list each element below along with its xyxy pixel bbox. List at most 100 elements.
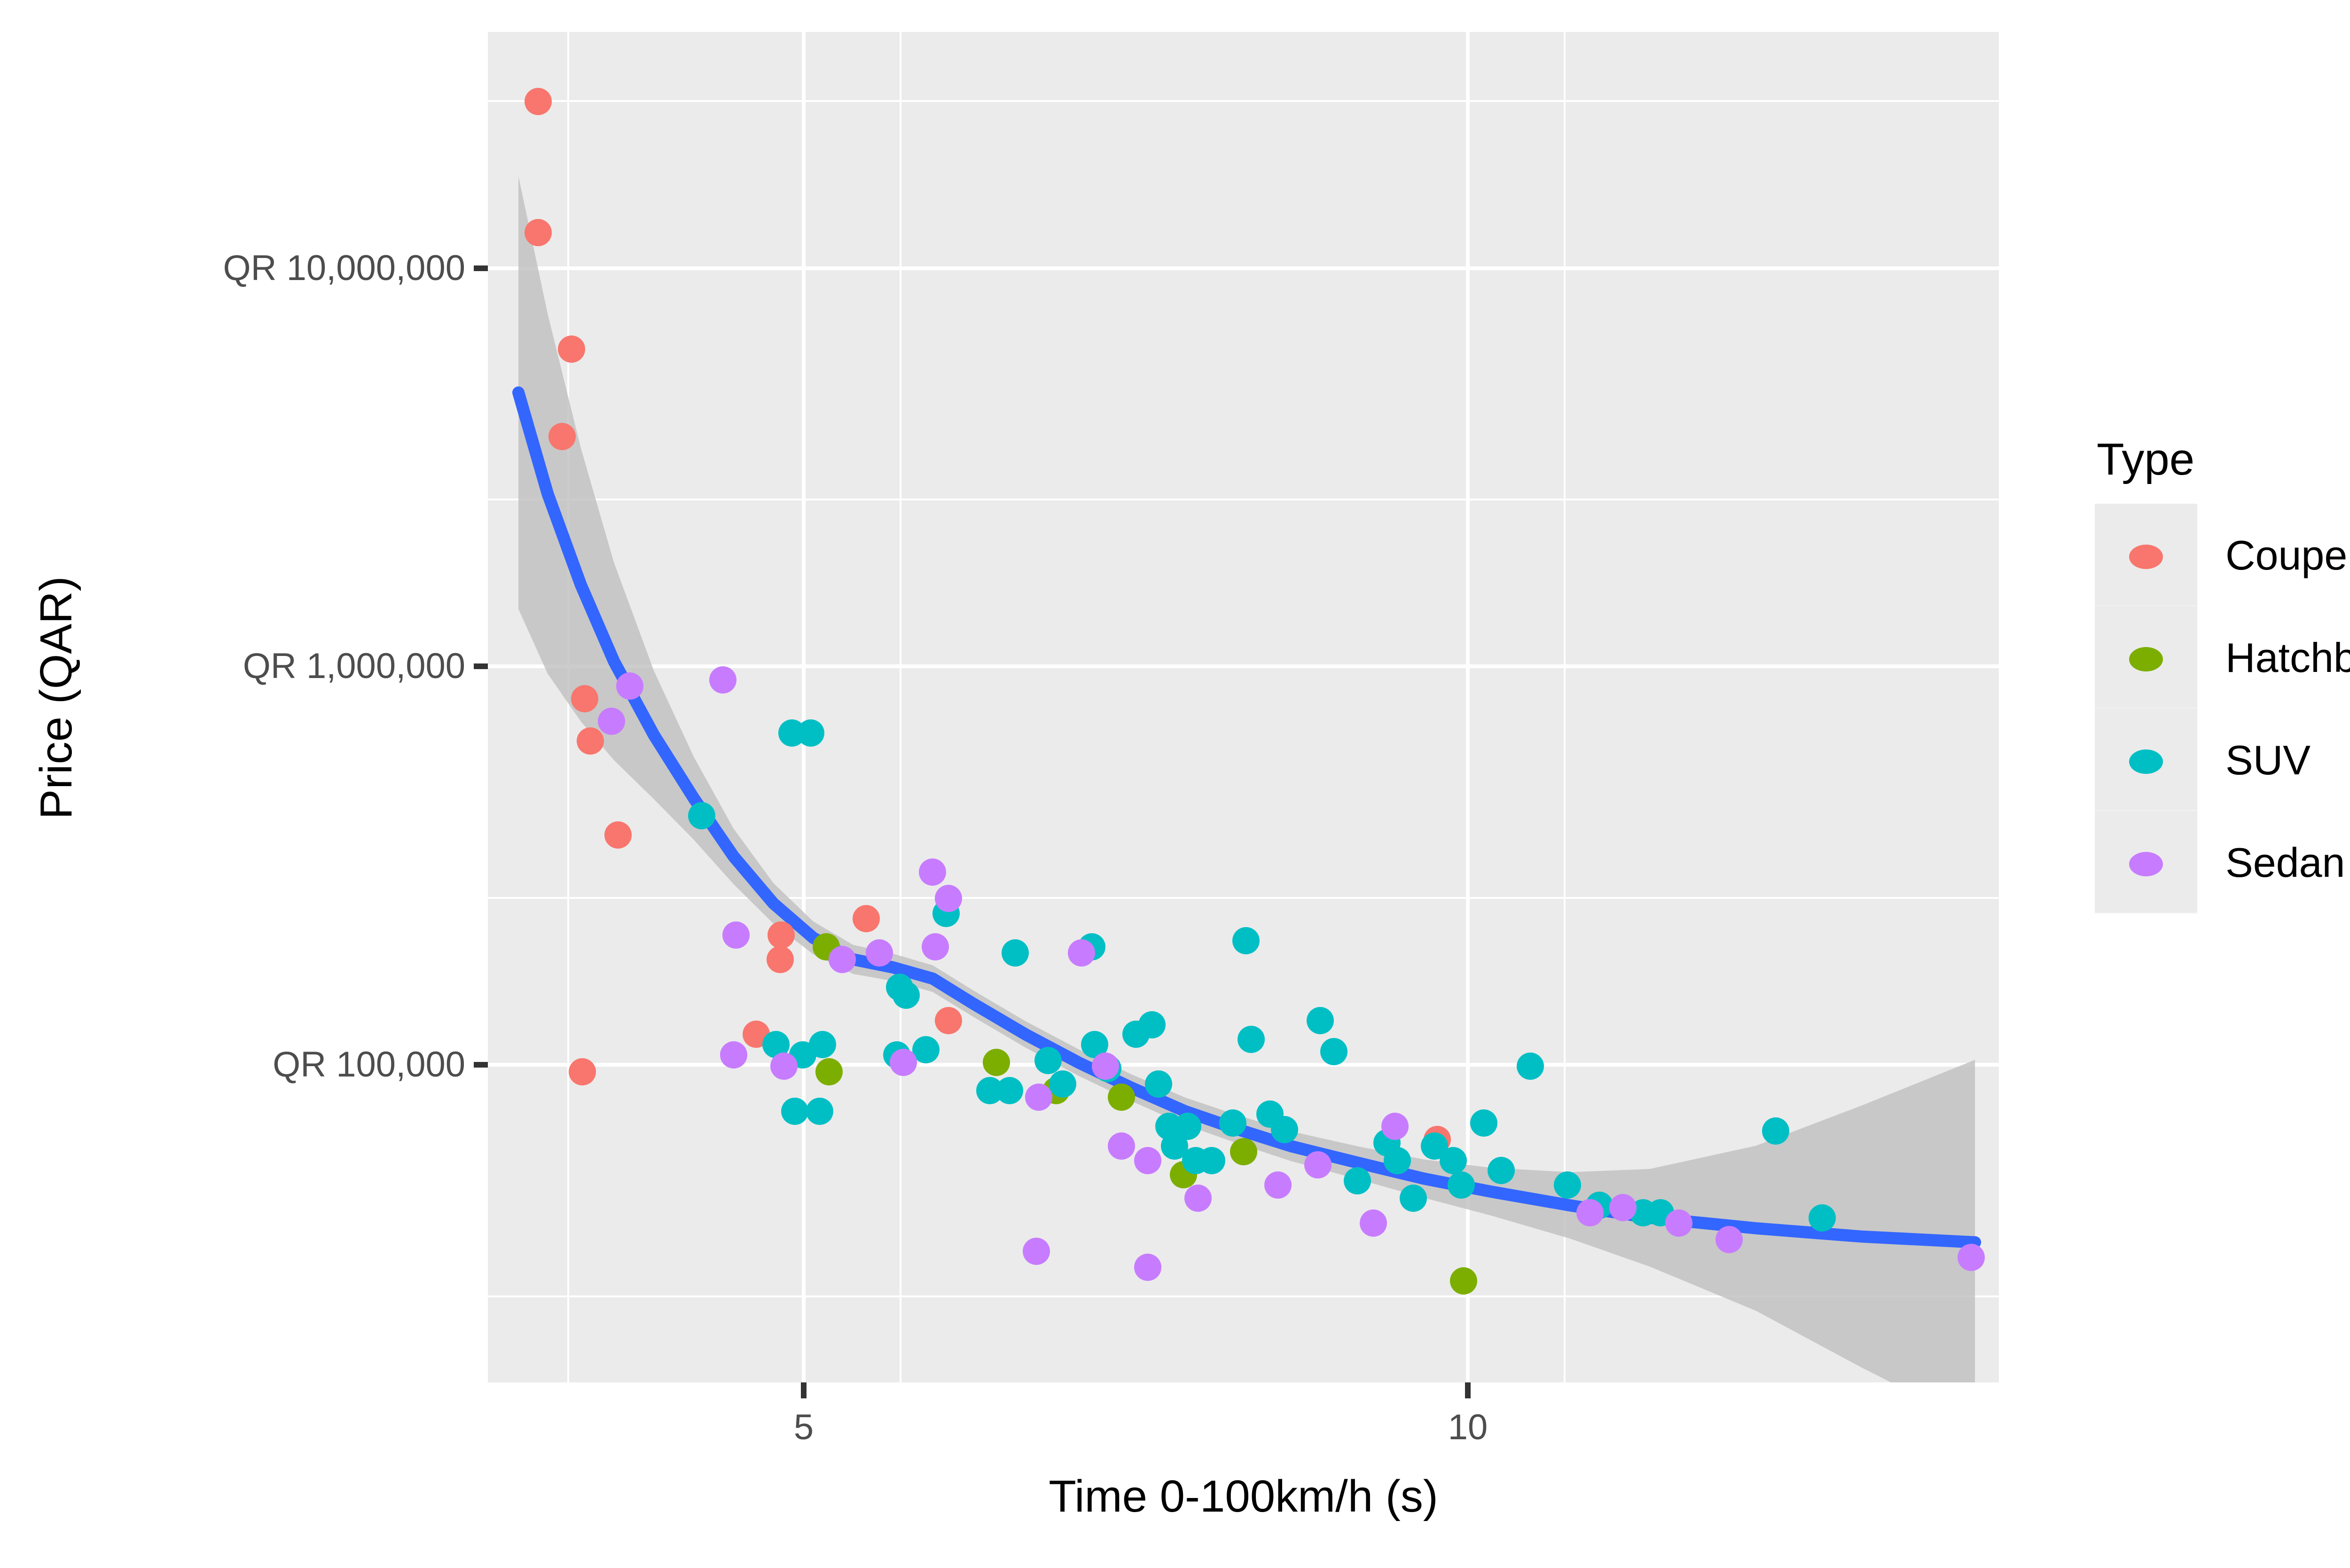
data-point-suv <box>781 1098 808 1125</box>
y-tick-mark-10000000 <box>474 265 488 271</box>
plot-panel <box>488 32 1999 1382</box>
x-tick-mark-5 <box>801 1382 807 1398</box>
data-point-sedan <box>720 1041 747 1069</box>
data-point-sedan <box>1264 1171 1292 1199</box>
legend-key-suv <box>2095 709 2197 811</box>
legend-dot-hatchback <box>2129 647 2163 671</box>
data-point-coupe <box>768 921 795 949</box>
data-point-suv <box>1517 1053 1544 1080</box>
y-axis-label: Price (QAR) <box>31 369 82 1027</box>
data-point-sedan <box>1023 1238 1050 1265</box>
data-point-suv <box>1271 1116 1298 1143</box>
data-point-sedan <box>598 708 625 735</box>
legend-item-coupe[interactable]: Coupe <box>2095 504 2197 606</box>
y-tick-mark-1000000 <box>474 663 488 669</box>
data-point-coupe <box>548 423 576 450</box>
smooth-overlay <box>488 32 1999 1382</box>
data-point-coupe <box>935 1007 962 1034</box>
data-point-sedan <box>1665 1209 1692 1237</box>
data-point-sedan <box>1576 1199 1604 1226</box>
data-point-suv <box>1219 1109 1246 1137</box>
data-point-suv <box>1448 1171 1475 1199</box>
data-point-suv <box>1174 1113 1201 1140</box>
y-tick-mark-100000 <box>474 1062 488 1068</box>
legend-dot-sedan <box>2129 852 2163 876</box>
data-point-sedan <box>616 672 643 700</box>
data-point-suv <box>1238 1026 1265 1053</box>
data-point-hatchback <box>815 1058 843 1085</box>
data-point-coupe <box>604 821 632 849</box>
data-point-suv <box>1344 1167 1371 1194</box>
data-point-sedan <box>722 921 750 949</box>
data-point-sedan <box>1092 1053 1119 1080</box>
y-tick-label-100000: QR 100,000 <box>0 1047 465 1083</box>
data-point-suv <box>976 1077 1003 1104</box>
data-point-suv <box>1488 1157 1515 1184</box>
data-point-suv <box>1138 1011 1166 1038</box>
data-point-hatchback <box>1108 1084 1135 1111</box>
legend-keys: Coupe Hatchback SUV Sedan <box>2095 504 2197 913</box>
data-point-hatchback <box>1230 1138 1257 1165</box>
data-point-sedan <box>922 933 949 960</box>
data-point-sedan <box>1025 1084 1052 1111</box>
data-point-suv <box>797 719 824 747</box>
confidence-band <box>518 176 1975 1382</box>
data-point-suv <box>1320 1038 1347 1065</box>
data-point-sedan <box>1068 939 1095 967</box>
x-tick-mark-10 <box>1465 1382 1471 1398</box>
legend-label-sedan: Sedan <box>2225 842 2345 883</box>
data-point-suv <box>1554 1171 1581 1199</box>
data-point-coupe <box>525 88 552 115</box>
data-point-suv <box>1400 1185 1427 1212</box>
data-point-suv <box>1198 1147 1225 1174</box>
data-point-sedan <box>1958 1244 1985 1271</box>
chart-root: Price (QAR) QR 10,000,000 QR 1,000,000 Q… <box>0 0 2350 1568</box>
data-point-coupe <box>853 905 880 932</box>
data-point-sedan <box>1134 1254 1161 1281</box>
legend-key-hatchback <box>2095 606 2197 709</box>
y-tick-label-10000000: QR 10,000,000 <box>0 250 465 286</box>
data-point-suv <box>809 1031 836 1058</box>
data-point-suv <box>1470 1109 1497 1137</box>
legend-item-hatchback[interactable]: Hatchback <box>2095 606 2197 709</box>
data-point-sedan <box>1108 1132 1135 1160</box>
data-point-sedan <box>919 858 946 886</box>
data-point-suv <box>806 1098 833 1125</box>
data-point-coupe <box>571 685 598 712</box>
data-point-sedan <box>709 666 736 694</box>
data-point-suv <box>1034 1047 1062 1074</box>
x-tick-label-5: 5 <box>710 1410 898 1445</box>
legend-label-hatchback: Hatchback <box>2225 637 2350 679</box>
data-point-suv <box>893 982 920 1009</box>
data-point-suv <box>1232 927 1260 954</box>
legend-item-suv[interactable]: SUV <box>2095 709 2197 811</box>
data-point-coupe <box>767 946 794 973</box>
x-tick-label-10: 10 <box>1374 1410 1562 1445</box>
data-point-sedan <box>1381 1113 1409 1140</box>
legend-item-sedan[interactable]: Sedan <box>2095 811 2197 913</box>
legend-key-sedan <box>2095 811 2197 913</box>
data-point-suv <box>1002 939 1029 967</box>
data-point-coupe <box>558 335 585 363</box>
data-point-suv <box>1145 1070 1172 1098</box>
data-point-suv <box>688 802 715 829</box>
data-point-sedan <box>1304 1151 1332 1178</box>
data-point-suv <box>1809 1204 1836 1232</box>
x-axis-label: Time 0-100km/h (s) <box>488 1471 1999 1522</box>
data-point-sedan <box>1360 1209 1387 1237</box>
data-point-coupe <box>577 727 604 755</box>
data-point-sedan <box>829 946 856 973</box>
legend-label-suv: SUV <box>2225 740 2311 781</box>
y-tick-label-1000000: QR 1,000,000 <box>0 648 465 684</box>
legend: Type Coupe Hatchback SUV <box>2095 437 2197 913</box>
data-point-sedan <box>770 1053 798 1080</box>
legend-dot-coupe <box>2129 545 2163 569</box>
smooth-line <box>518 392 1975 1242</box>
data-point-suv <box>1440 1147 1467 1174</box>
data-point-suv <box>1049 1070 1076 1098</box>
data-point-coupe <box>569 1058 596 1085</box>
data-point-suv <box>1307 1007 1334 1034</box>
legend-key-coupe <box>2095 504 2197 606</box>
legend-title: Type <box>2097 437 2197 482</box>
legend-dot-suv <box>2129 749 2163 774</box>
